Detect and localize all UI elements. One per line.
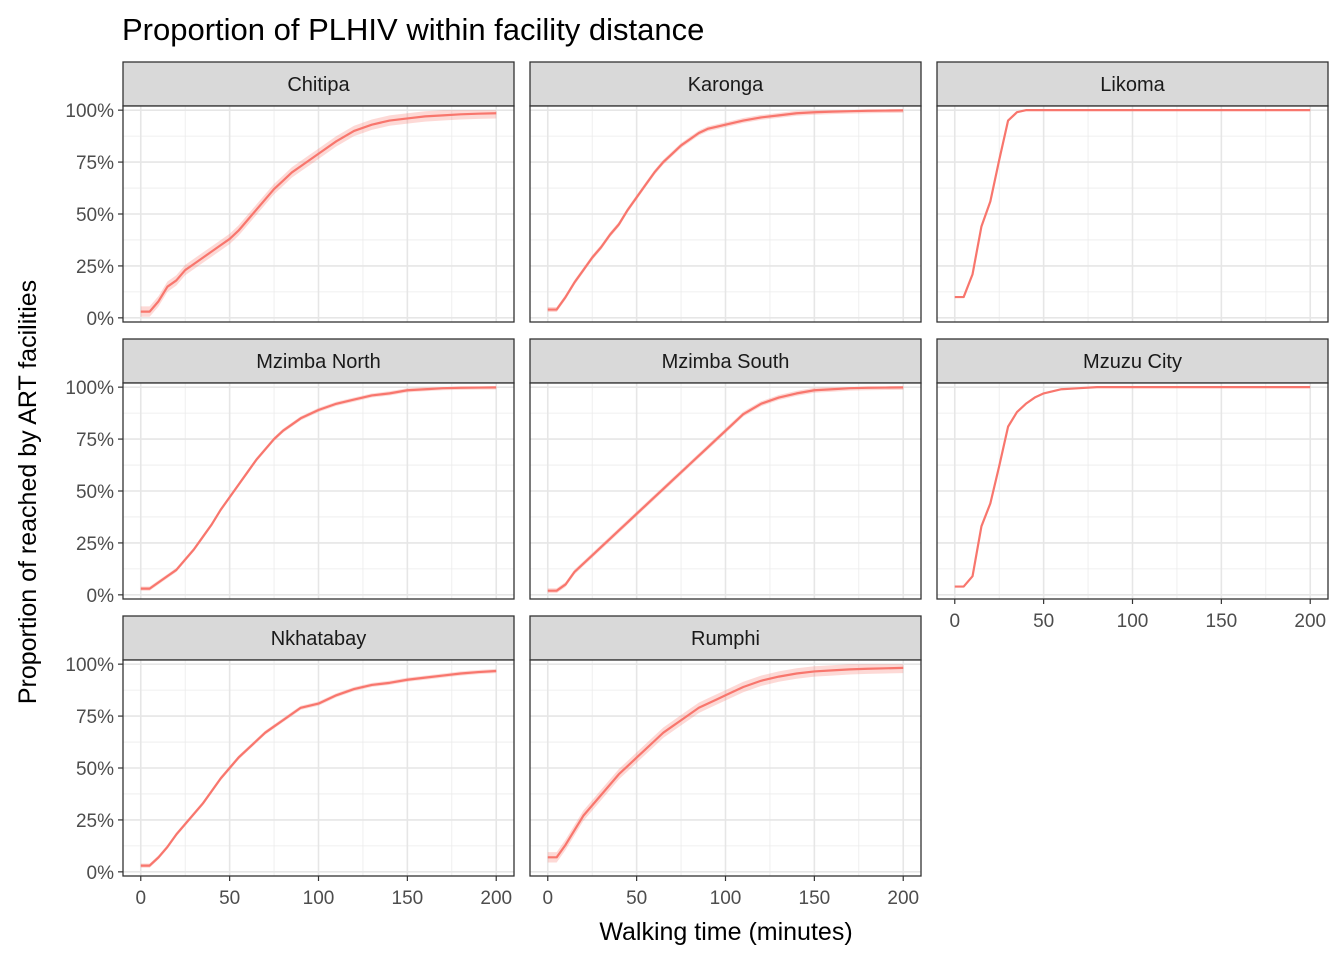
x-tick-label: 0 bbox=[949, 611, 960, 632]
x-tick-label: 100 bbox=[1117, 611, 1149, 632]
y-tick-label: 100% bbox=[65, 378, 114, 399]
strip-karonga bbox=[529, 61, 922, 107]
x-tick-label: 200 bbox=[1294, 611, 1326, 632]
strip-chitipa bbox=[122, 61, 515, 107]
x-tick-label: 150 bbox=[1206, 611, 1238, 632]
y-tick-label: 0% bbox=[87, 863, 115, 884]
x-axis-title: Walking time (minutes) bbox=[599, 918, 852, 946]
gridlines bbox=[530, 660, 921, 876]
series-line bbox=[547, 666, 904, 859]
strip-label: Rumphi bbox=[691, 628, 760, 650]
panel-mzuzu-city: Mzuzu City 0 50 100 150 200 bbox=[936, 338, 1329, 632]
x-tick-label: 50 bbox=[219, 888, 240, 909]
gridlines bbox=[123, 383, 514, 599]
x-tick-label: 0 bbox=[135, 888, 146, 909]
y-tick-label: 75% bbox=[76, 430, 114, 451]
panel-mzimba-north: Mzimba North 0% 25% 50% 75% 100% bbox=[65, 338, 515, 607]
gridlines bbox=[123, 660, 514, 876]
series-line bbox=[140, 669, 497, 867]
x-tick-label: 50 bbox=[626, 888, 647, 909]
x-tick-label: 150 bbox=[392, 888, 424, 909]
strip-label: Karonga bbox=[688, 74, 764, 96]
panel-mzimba-south: Mzimba South bbox=[529, 338, 922, 600]
strip-mzimba-north bbox=[122, 338, 515, 384]
y-tick-label: 25% bbox=[76, 811, 114, 832]
y-tick-label: 100% bbox=[65, 655, 114, 676]
gridlines bbox=[530, 106, 921, 322]
strip-mzimba-south bbox=[529, 338, 922, 384]
strip-label: Mzuzu City bbox=[1083, 351, 1182, 373]
x-tick-label: 200 bbox=[887, 888, 919, 909]
y-tick-label: 50% bbox=[76, 205, 114, 226]
panel-border bbox=[529, 105, 922, 323]
series-line bbox=[954, 109, 1311, 299]
y-axis-title: Proportion of reached by ART facilities bbox=[14, 280, 42, 704]
panel-border bbox=[936, 105, 1329, 323]
x-tick-label: 200 bbox=[480, 888, 512, 909]
series-line bbox=[140, 386, 497, 590]
chart-title: Proportion of PLHIV within facility dist… bbox=[122, 12, 704, 47]
strip-label: Nkhatabay bbox=[271, 628, 367, 650]
strip-label: Chitipa bbox=[287, 74, 350, 96]
x-tick-label: 100 bbox=[303, 888, 335, 909]
gridlines bbox=[937, 106, 1328, 322]
strip-nkhatabay bbox=[122, 615, 515, 661]
strip-mzuzu-city bbox=[936, 338, 1329, 384]
y-tick-label: 50% bbox=[76, 482, 114, 503]
y-tick-label: 0% bbox=[87, 309, 115, 330]
series-line bbox=[140, 112, 497, 313]
panel-chitipa: Chitipa 0% 25% 50% 75% 100% bbox=[65, 61, 515, 330]
strip-label: Likoma bbox=[1100, 74, 1165, 96]
x-tick-label: 150 bbox=[799, 888, 831, 909]
x-tick-label: 100 bbox=[710, 888, 742, 909]
panel-border bbox=[529, 382, 922, 600]
strip-rumphi bbox=[529, 615, 922, 661]
y-tick-label: 0% bbox=[87, 586, 115, 607]
confidence-ribbon bbox=[547, 387, 904, 594]
gridlines bbox=[530, 383, 921, 599]
strip-label: Mzimba North bbox=[256, 351, 380, 373]
panel-karonga: Karonga bbox=[529, 61, 922, 323]
y-tick-label: 100% bbox=[65, 101, 114, 122]
series-line bbox=[547, 386, 904, 592]
y-tick-label: 50% bbox=[76, 759, 114, 780]
gridlines bbox=[123, 106, 514, 322]
panel-rumphi: Rumphi 0 50 100 150 200 bbox=[529, 615, 922, 909]
facet-panels: Chitipa 0% 25% 50% 75% 100% Karonga Likoma Mzimb… bbox=[65, 61, 1329, 909]
x-tick-label: 50 bbox=[1033, 611, 1054, 632]
panel-likoma: Likoma bbox=[936, 61, 1329, 323]
panel-nkhatabay: Nkhatabay 0% 25% 50% 75% 100% 0 50 100 150 200 bbox=[65, 615, 515, 909]
y-tick-label: 75% bbox=[76, 707, 114, 728]
strip-label: Mzimba South bbox=[662, 351, 790, 373]
x-tick-label: 0 bbox=[542, 888, 553, 909]
series-line bbox=[547, 109, 904, 311]
y-tick-label: 25% bbox=[76, 257, 114, 278]
series-line bbox=[954, 386, 1311, 588]
y-tick-label: 75% bbox=[76, 153, 114, 174]
confidence-ribbon bbox=[140, 110, 497, 317]
y-tick-label: 25% bbox=[76, 534, 114, 555]
